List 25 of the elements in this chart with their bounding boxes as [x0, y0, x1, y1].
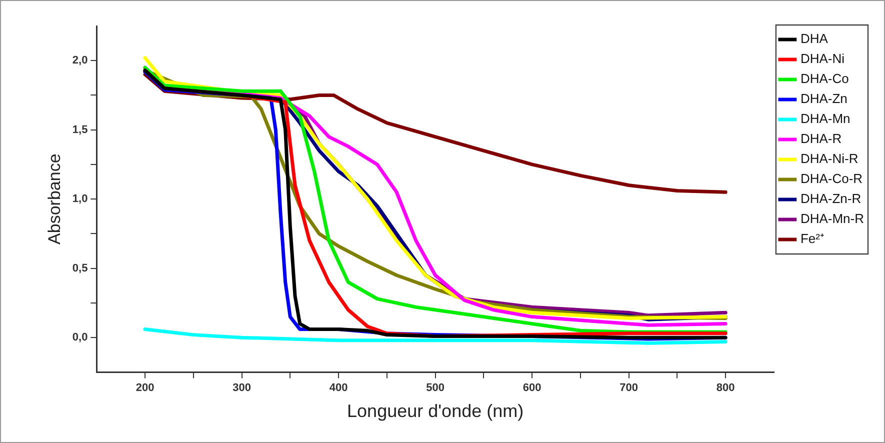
x-tick-label: 300 — [232, 382, 251, 394]
legend-label: DHA-Ni — [800, 51, 845, 66]
x-tick-label: 200 — [136, 382, 154, 394]
x-axis-title: Longueur d'onde (nm) — [347, 401, 524, 422]
legend-label: DHA-Co-R — [800, 171, 863, 186]
legend-label: DHA-Mn — [800, 111, 850, 126]
y-tick-label: 2,0 — [72, 54, 88, 67]
legend-label: DHA — [800, 31, 828, 46]
y-tick-label: 1,0 — [72, 193, 88, 206]
y-tick-label: 1,5 — [72, 124, 88, 136]
x-tick-label: 800 — [716, 382, 735, 394]
legend-label: DHA-Zn-R — [800, 191, 862, 206]
x-tick-label: 400 — [329, 382, 348, 394]
legend-label: DHA-Ni-R — [800, 151, 858, 166]
y-axis-title: Absorbance — [44, 154, 64, 244]
legend-label: DHA-Co — [800, 71, 849, 86]
legend-label: Fe²⁺ — [800, 231, 824, 246]
x-tick-label: 700 — [620, 382, 638, 394]
legend-label: DHA-Mn-R — [800, 211, 864, 226]
y-tick-label: 0,5 — [72, 262, 88, 274]
legend-label: DHA-R — [800, 131, 842, 146]
x-tick-label: 600 — [522, 382, 542, 394]
x-tick-label: 500 — [426, 382, 444, 394]
legend-label: DHA-Zn — [800, 91, 848, 106]
y-tick-label: 0,0 — [72, 332, 88, 344]
